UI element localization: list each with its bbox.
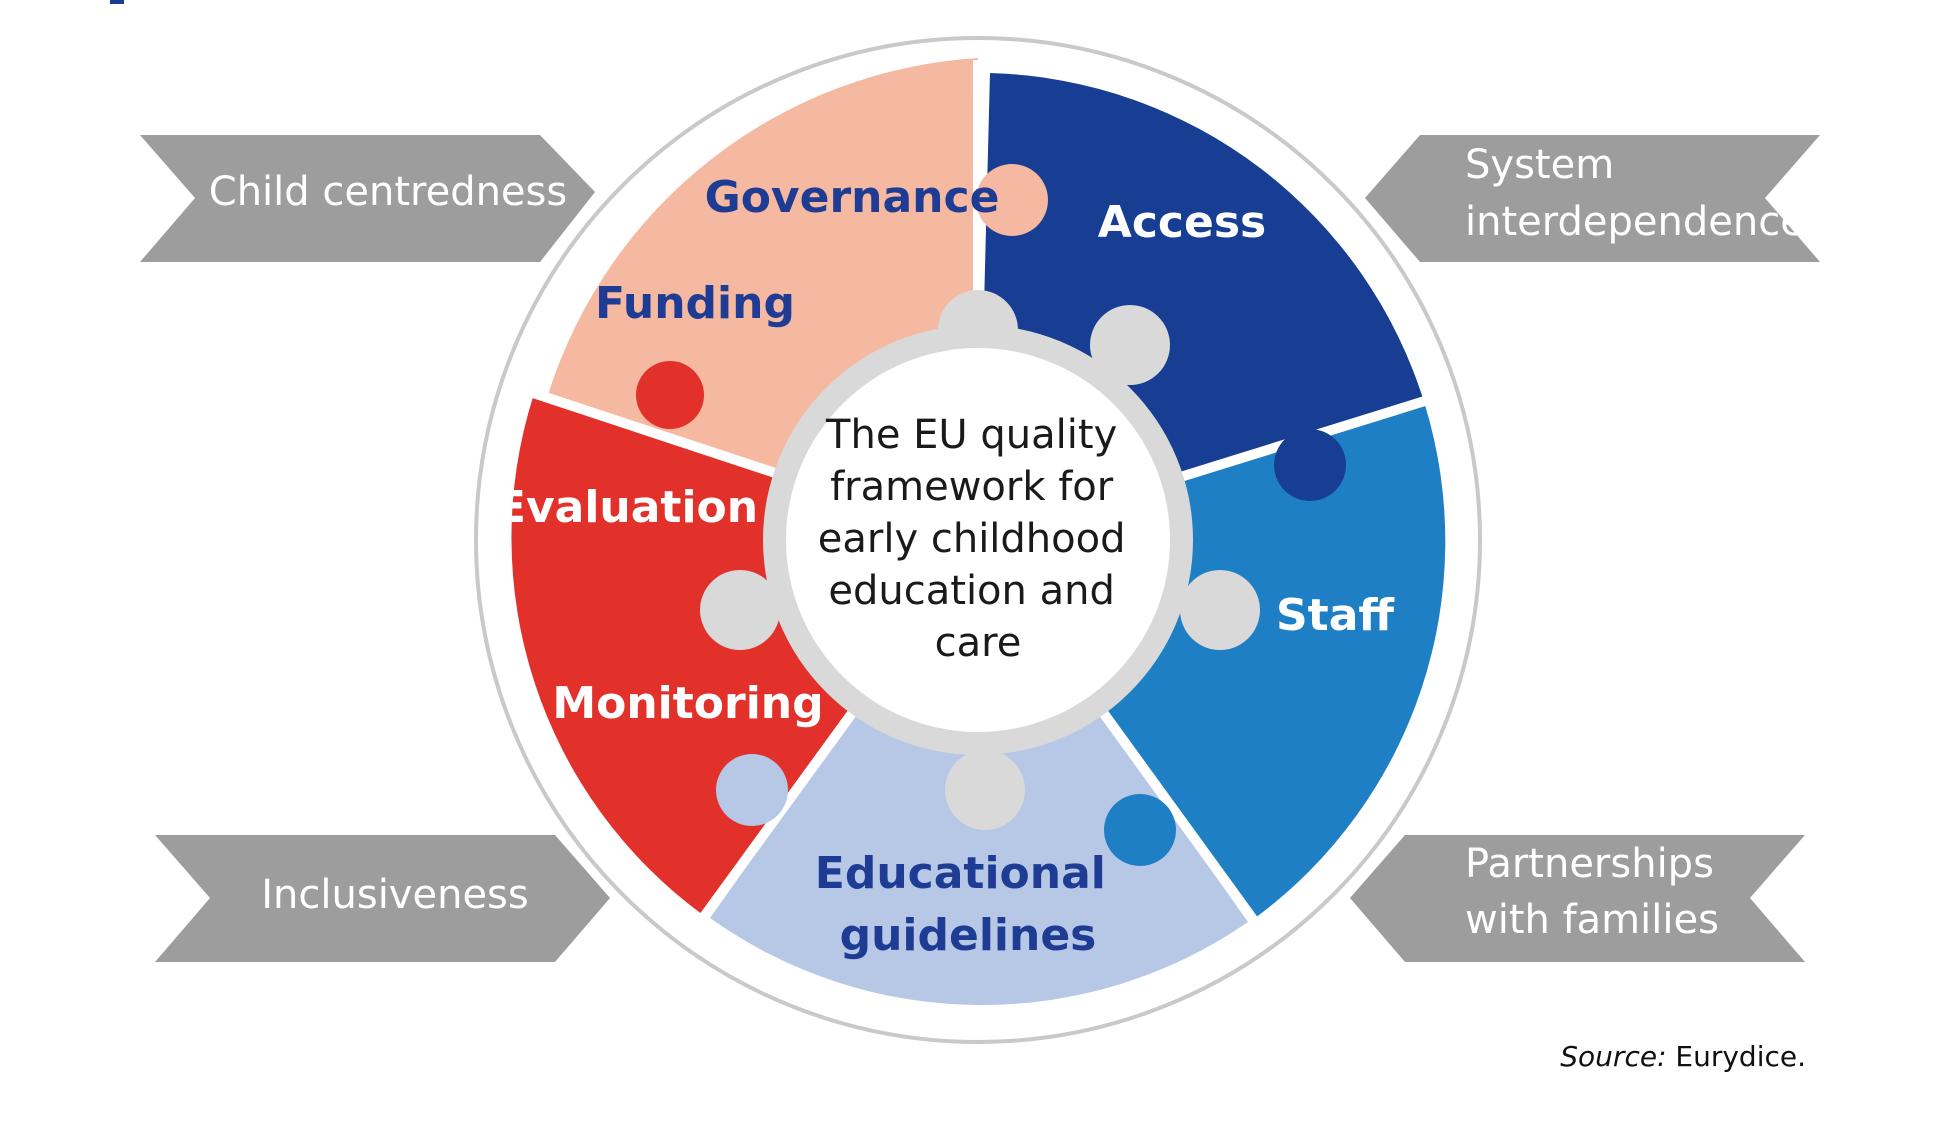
source-note: Source: Eurydice. [1560,1040,1806,1073]
puzzle-knob-governance-access [976,164,1048,236]
principle-arrow-bottom-right [1350,835,1805,962]
principle-label-top-left: Child centredness [209,169,567,215]
principle-label-top-right: System interdependence [1465,142,1805,245]
label-staff: Staff [1276,590,1395,641]
principle-arrow-top-right [1365,135,1820,262]
puzzle-knob-access-staff [1274,429,1346,501]
puzzle-knob-staff-guidelines [1104,794,1176,866]
corner-accent-mark [110,0,124,4]
label-funding: Funding [595,278,795,329]
central-hub [700,290,1260,830]
center-framework-title: The EU quality framework for early child… [818,412,1138,666]
label-access: Access [1098,197,1266,248]
principle-arrow-bottom-left [155,835,610,962]
principle-label-bottom-left: Inclusiveness [261,872,528,918]
source-value: Eurydice. [1675,1040,1806,1073]
principle-label-bottom-right: Partnerships with families [1465,841,1727,943]
label-governance: Governance [705,172,1000,223]
label-evaluation: Evaluation [496,482,758,533]
principle-arrow-top-left [140,135,595,262]
label-educational-guidelines: Educational guidelines [815,848,1121,961]
label-monitoring: Monitoring [552,678,823,729]
source-label: Source: [1560,1040,1667,1073]
puzzle-knob-monitoring-guidelines [716,754,788,826]
puzzle-knob-funding-evaluation [636,361,704,429]
